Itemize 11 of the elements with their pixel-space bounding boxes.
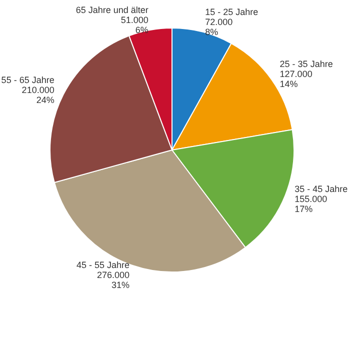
slice-label: 55 - 65 Jahre <box>1 75 54 86</box>
slice-label: 45 - 55 Jahre <box>76 260 130 270</box>
slice-label: 25 - 35 Jahre <box>280 58 333 69</box>
data-label: 210.000 24% <box>22 85 54 106</box>
data-label: 276.000 31% <box>96 270 130 290</box>
data-label: 155.000 17% <box>294 194 328 214</box>
data-label: 72.000 8% <box>205 17 233 38</box>
slice-label: 65 Jahre und älter <box>76 5 148 16</box>
slice-label: 15 - 25 Jahre <box>205 7 258 18</box>
data-label: 127.000 14% <box>280 68 312 89</box>
slice-label: 35 - 45 Jahre <box>294 184 348 194</box>
